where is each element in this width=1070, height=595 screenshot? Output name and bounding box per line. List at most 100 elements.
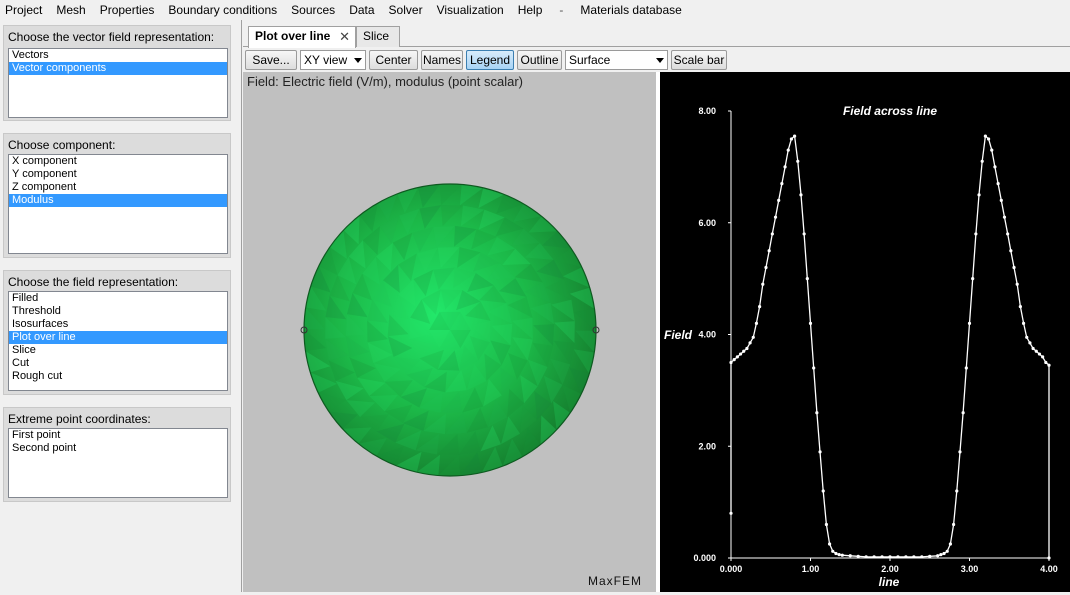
- data-point: [729, 511, 733, 515]
- data-point: [1034, 349, 1038, 353]
- menu-item-sources[interactable]: Sources: [291, 3, 336, 17]
- data-point: [1021, 321, 1026, 325]
- data-point: [961, 411, 965, 415]
- first-point-handle[interactable]: [300, 326, 308, 334]
- data-point: [986, 137, 991, 141]
- list-item[interactable]: X component: [12, 155, 77, 167]
- list-item[interactable]: Z component: [12, 181, 77, 193]
- outline-button[interactable]: Outline: [517, 50, 562, 70]
- menu-item-help[interactable]: Help: [517, 3, 543, 17]
- data-point: [912, 555, 916, 559]
- data-point: [904, 555, 908, 559]
- menu-item-mesh[interactable]: Mesh: [56, 3, 86, 17]
- data-point: [783, 165, 787, 169]
- left-panel: Choose the vector field representation: …: [0, 20, 242, 592]
- data-point: [952, 522, 956, 527]
- legend-button[interactable]: Legend: [466, 50, 514, 70]
- component-group: Choose component: X component Y component…: [3, 133, 231, 258]
- sphere-facets: [304, 184, 596, 476]
- list-item[interactable]: Modulus: [9, 194, 227, 207]
- names-button[interactable]: Names: [421, 50, 463, 70]
- data-point: [967, 321, 972, 325]
- 3d-view[interactable]: Field: Electric field (V/m), modulus (po…: [243, 72, 656, 592]
- data-point: [1047, 556, 1051, 560]
- data-point: [999, 198, 1003, 202]
- list-item[interactable]: First point: [12, 429, 61, 441]
- menu-item-materials-database[interactable]: Materials database: [580, 3, 682, 17]
- list-item[interactable]: Cut: [12, 357, 30, 369]
- tab-slice[interactable]: Slice: [356, 26, 400, 47]
- data-point: [840, 553, 844, 557]
- list-item[interactable]: Rough cut: [12, 370, 63, 382]
- data-point: [977, 193, 981, 197]
- list-item[interactable]: Slice: [12, 344, 36, 356]
- data-point: [1025, 335, 1029, 339]
- x-axis-label: line: [879, 575, 900, 589]
- data-point: [1015, 282, 1019, 286]
- view-select[interactable]: XY view: [300, 50, 366, 70]
- y-axis-label: Field: [664, 328, 693, 342]
- close-icon[interactable]: ✕: [339, 29, 350, 44]
- data-point: [758, 304, 762, 309]
- menu-item-data[interactable]: Data: [349, 3, 375, 17]
- second-point-handle[interactable]: [592, 326, 600, 334]
- menu-item-visualization[interactable]: Visualization: [436, 3, 504, 17]
- data-point: [780, 182, 784, 186]
- x-tick-label: 4.00: [1040, 564, 1058, 574]
- data-point: [773, 215, 778, 219]
- list-item[interactable]: Vectors: [12, 49, 49, 61]
- data-point: [770, 232, 774, 236]
- data-point: [888, 555, 892, 559]
- field-representation-list[interactable]: Filled Threshold Isosurfaces Plot over line…: [8, 291, 228, 391]
- data-point: [735, 355, 739, 359]
- data-point: [996, 182, 1000, 186]
- menu-separator: -: [559, 3, 564, 17]
- data-point: [805, 277, 809, 281]
- list-item[interactable]: Vector components: [9, 62, 227, 75]
- data-point: [942, 551, 946, 556]
- data-point: [754, 321, 759, 325]
- extreme-points-list[interactable]: First point Second point: [8, 428, 228, 498]
- data-point: [808, 321, 813, 325]
- chevron-down-icon: [656, 58, 664, 63]
- data-point: [1037, 352, 1042, 356]
- save-button[interactable]: Save...: [245, 50, 297, 70]
- tab-plot-over-line[interactable]: Plot over line ✕: [248, 26, 356, 48]
- data-point: [856, 554, 860, 558]
- list-item[interactable]: Threshold: [12, 305, 61, 317]
- maxfem-watermark: MaxFEM: [588, 574, 642, 588]
- component-list[interactable]: X component Y component Z component Modulus: [8, 154, 228, 254]
- vector-representation-list[interactable]: Vectors Vector components: [8, 48, 228, 118]
- list-item[interactable]: Filled: [12, 292, 39, 304]
- data-point: [939, 553, 943, 557]
- group-title: Extreme point coordinates:: [8, 412, 151, 426]
- data-point: [767, 249, 771, 253]
- data-point: [880, 555, 884, 559]
- menu-item-boundary-conditions[interactable]: Boundary conditions: [168, 3, 278, 17]
- menu-item-solver[interactable]: Solver: [388, 3, 423, 17]
- list-item[interactable]: Plot over line: [9, 331, 227, 344]
- center-button[interactable]: Center: [369, 50, 418, 70]
- data-point: [1018, 304, 1022, 309]
- representation-select[interactable]: Surface: [565, 50, 668, 70]
- scale-bar-button[interactable]: Scale bar: [671, 50, 727, 70]
- data-point: [1041, 355, 1045, 359]
- data-point: [1002, 215, 1007, 219]
- list-item[interactable]: Y component: [12, 168, 77, 180]
- data-point: [786, 148, 790, 152]
- plot-view[interactable]: 0.000 2.00 4.00 6.00 8.00 0.000 1.00 2.00 3.00 4.…: [660, 72, 1070, 592]
- list-item[interactable]: Isosurfaces: [12, 318, 69, 330]
- data-point: [815, 411, 819, 415]
- list-item[interactable]: Second point: [12, 442, 77, 454]
- data-point: [983, 134, 987, 138]
- data-point: [1044, 360, 1048, 365]
- extreme-points-group: Extreme point coordinates: First point Se…: [3, 407, 231, 502]
- data-point: [971, 277, 975, 281]
- menu-item-project[interactable]: Project: [5, 3, 43, 17]
- splitter[interactable]: [656, 72, 660, 592]
- data-point: [789, 137, 794, 141]
- menu-item-properties[interactable]: Properties: [99, 3, 155, 17]
- data-point: [732, 358, 736, 362]
- data-point: [748, 341, 752, 345]
- tab-bar: Plot over line ✕ Slice: [243, 22, 1070, 48]
